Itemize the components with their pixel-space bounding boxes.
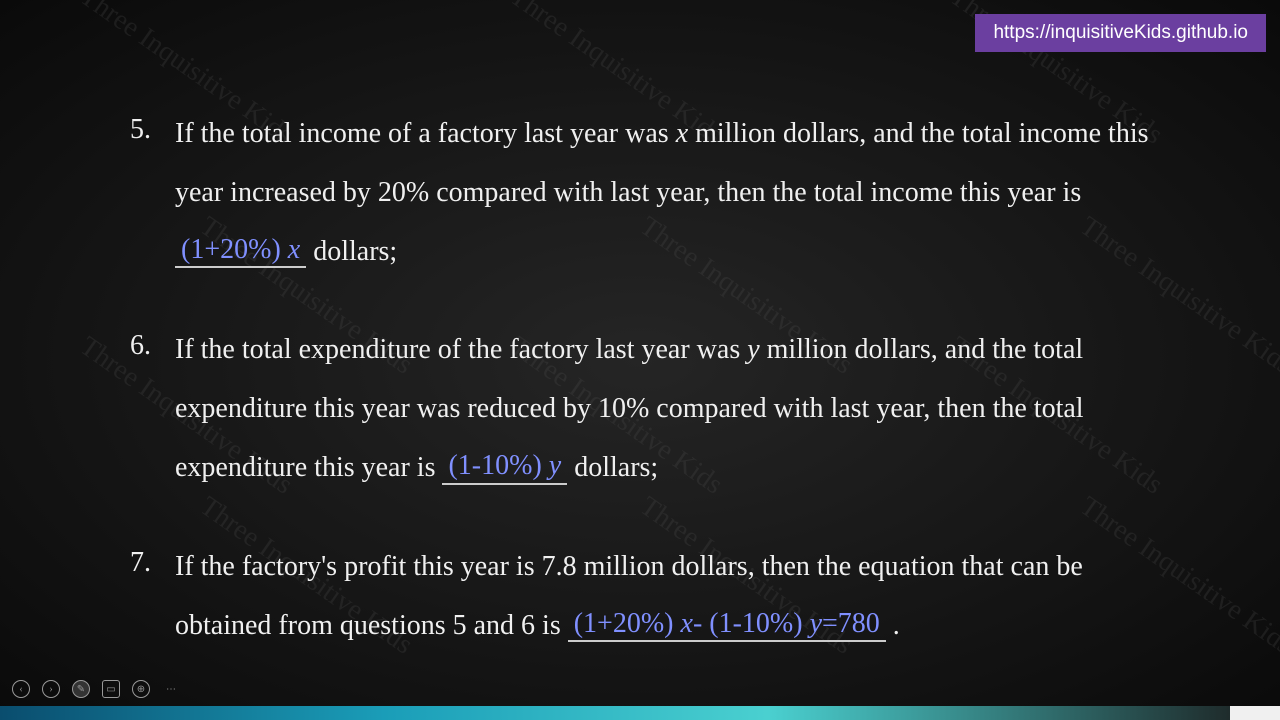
more-icon[interactable]: ⋯	[162, 680, 180, 698]
slide-content: 5. If the total income of a factory last…	[130, 105, 1185, 695]
url-badge: https://inquisitiveKids.github.io	[975, 14, 1266, 52]
variable: x	[676, 118, 688, 149]
answer-blank: (1+20%) x	[175, 235, 306, 269]
taskbar[interactable]	[0, 706, 1280, 720]
question-text: If the factory's profit this year is 7.8…	[175, 538, 1185, 656]
question-5: 5. If the total income of a factory last…	[130, 105, 1185, 281]
presenter-toolbar: ‹ › ✎ ▭ ⊕ ⋯	[12, 680, 180, 698]
question-text: If the total expenditure of the factory …	[175, 321, 1185, 497]
taskbar-tray[interactable]	[1230, 706, 1280, 720]
text-segment: .	[886, 610, 900, 641]
text-segment: If the total expenditure of the factory …	[175, 334, 747, 365]
prev-icon[interactable]: ‹	[12, 680, 30, 698]
view-icon[interactable]: ▭	[102, 680, 120, 698]
question-number: 6.	[130, 321, 175, 497]
text-segment: dollars;	[306, 236, 397, 267]
question-6: 6. If the total expenditure of the facto…	[130, 321, 1185, 497]
text-segment: If the total income of a factory last ye…	[175, 118, 676, 149]
zoom-icon[interactable]: ⊕	[132, 680, 150, 698]
pen-icon[interactable]: ✎	[72, 680, 90, 698]
question-number: 7.	[130, 538, 175, 656]
question-text: If the total income of a factory last ye…	[175, 105, 1185, 281]
text-segment: dollars;	[567, 452, 658, 483]
answer-blank: (1+20%) x- (1-10%) y=780	[568, 609, 886, 643]
question-7: 7. If the factory's profit this year is …	[130, 538, 1185, 656]
question-number: 5.	[130, 105, 175, 281]
variable: y	[747, 334, 759, 365]
answer-blank: (1-10%) y	[442, 451, 567, 485]
next-icon[interactable]: ›	[42, 680, 60, 698]
